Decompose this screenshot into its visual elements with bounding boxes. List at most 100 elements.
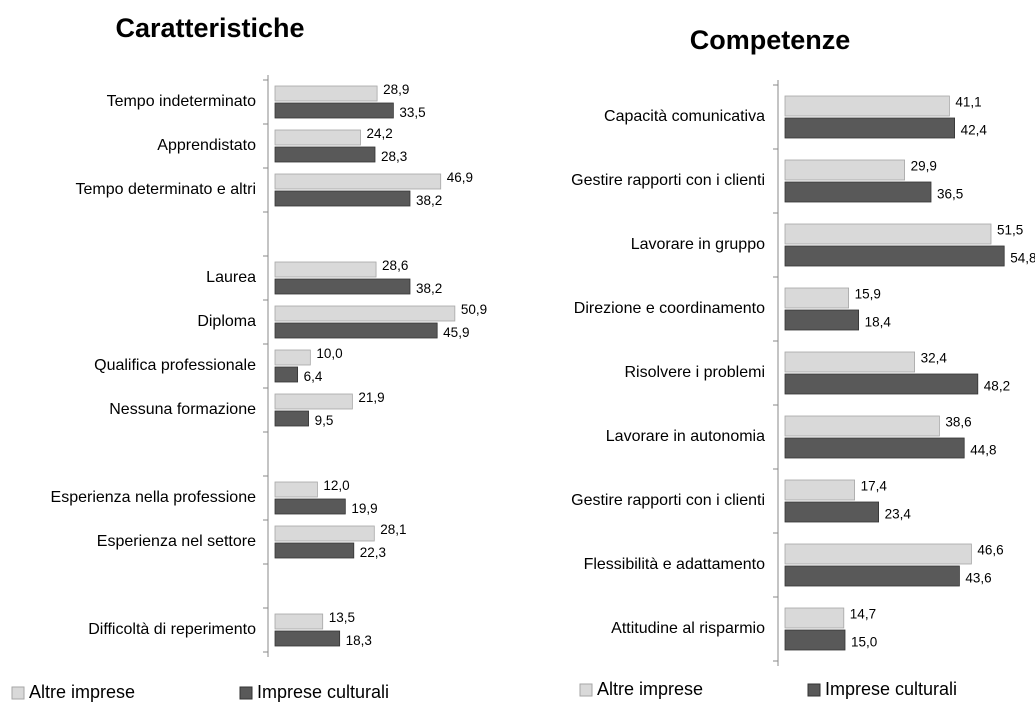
bar <box>274 85 378 102</box>
category-label: Diploma <box>197 313 256 330</box>
bar <box>274 305 456 322</box>
bar <box>784 501 879 523</box>
value-label: 38,2 <box>416 193 442 208</box>
bar <box>274 630 341 647</box>
value-label: 15,9 <box>855 287 881 302</box>
bar <box>274 129 361 146</box>
value-label: 44,8 <box>970 443 996 458</box>
legend-swatch <box>11 686 25 700</box>
category-label: Capacità comunicativa <box>604 108 765 125</box>
value-label: 28,3 <box>381 149 407 164</box>
value-label: 22,3 <box>360 545 386 560</box>
value-label: 38,2 <box>416 281 442 296</box>
category-label: Lavorare in autonomia <box>606 428 765 445</box>
bar <box>784 437 965 459</box>
value-label: 46,6 <box>977 543 1003 558</box>
category-label: Tempo indeterminato <box>107 93 257 110</box>
value-label: 54,8 <box>1010 251 1035 266</box>
value-label: 9,5 <box>315 413 334 428</box>
bar <box>274 278 411 295</box>
bar <box>274 190 411 207</box>
bar <box>784 245 1005 267</box>
value-label: 6,4 <box>304 369 323 384</box>
bar <box>274 349 311 366</box>
bar <box>274 322 438 339</box>
value-label: 28,1 <box>380 522 406 537</box>
bar <box>784 607 845 629</box>
value-label: 48,2 <box>984 379 1010 394</box>
category-label: Nessuna formazione <box>109 401 256 418</box>
value-label: 45,9 <box>443 325 469 340</box>
category-label: Gestire rapporti con i clienti <box>571 172 765 189</box>
bar <box>274 261 377 278</box>
legend-label: Imprese culturali <box>257 682 389 702</box>
bar <box>784 309 859 331</box>
value-label: 28,9 <box>383 82 409 97</box>
value-label: 23,4 <box>885 507 912 522</box>
bar <box>274 173 442 190</box>
bar <box>784 629 846 651</box>
value-label: 50,9 <box>461 302 487 317</box>
bar <box>274 102 394 119</box>
category-label: Esperienza nel settore <box>97 533 256 550</box>
legend-swatch <box>807 683 821 697</box>
category-label: Lavorare in gruppo <box>631 236 765 253</box>
bar <box>274 613 324 630</box>
bar <box>784 223 992 245</box>
category-label: Laurea <box>206 269 256 286</box>
bar <box>784 95 950 117</box>
bar <box>274 498 346 515</box>
legend-label: Altre imprese <box>597 679 703 699</box>
legend-label: Altre imprese <box>29 682 135 702</box>
value-label: 51,5 <box>997 223 1023 238</box>
legend-label: Imprese culturali <box>825 679 957 699</box>
chart-title: Caratteristiche <box>115 13 304 43</box>
chart-title: Competenze <box>690 25 851 55</box>
value-label: 10,0 <box>316 346 342 361</box>
value-label: 32,4 <box>921 351 948 366</box>
value-label: 36,5 <box>937 187 963 202</box>
value-label: 42,4 <box>961 123 988 138</box>
value-label: 43,6 <box>965 571 991 586</box>
value-label: 18,4 <box>865 315 892 330</box>
bar <box>274 481 318 498</box>
category-label: Apprendistato <box>157 137 256 154</box>
value-label: 17,4 <box>861 479 888 494</box>
bar <box>784 479 855 501</box>
bar <box>274 410 309 427</box>
category-label: Qualifica professionale <box>94 357 256 374</box>
value-label: 28,6 <box>382 258 408 273</box>
category-label: Direzione e coordinamento <box>574 300 765 317</box>
bar <box>274 393 353 410</box>
category-label: Esperienza nella professione <box>51 489 257 506</box>
bar <box>784 373 979 395</box>
bar <box>784 181 932 203</box>
value-label: 33,5 <box>399 105 425 120</box>
value-label: 12,0 <box>323 478 349 493</box>
bar <box>784 565 960 587</box>
category-label: Attitudine al risparmio <box>611 620 765 637</box>
value-label: 41,1 <box>955 95 981 110</box>
value-label: 19,9 <box>351 501 377 516</box>
category-label: Risolvere i problemi <box>625 364 766 381</box>
value-label: 29,9 <box>911 159 937 174</box>
category-label: Tempo determinato e altri <box>75 181 256 198</box>
value-label: 14,7 <box>850 607 876 622</box>
bar <box>784 159 905 181</box>
bar <box>784 415 940 437</box>
bar <box>274 366 299 383</box>
bar <box>784 543 972 565</box>
bar <box>784 117 956 139</box>
value-label: 15,0 <box>851 635 877 650</box>
value-label: 21,9 <box>358 390 384 405</box>
value-label: 18,3 <box>346 633 372 648</box>
bar <box>274 146 376 163</box>
bar <box>784 351 916 373</box>
bar <box>274 525 375 542</box>
value-label: 13,5 <box>329 610 355 625</box>
category-label: Gestire rapporti con i clienti <box>571 492 765 509</box>
legend-swatch <box>579 683 593 697</box>
value-label: 38,6 <box>945 415 971 430</box>
category-label: Flessibilità e adattamento <box>584 556 766 573</box>
